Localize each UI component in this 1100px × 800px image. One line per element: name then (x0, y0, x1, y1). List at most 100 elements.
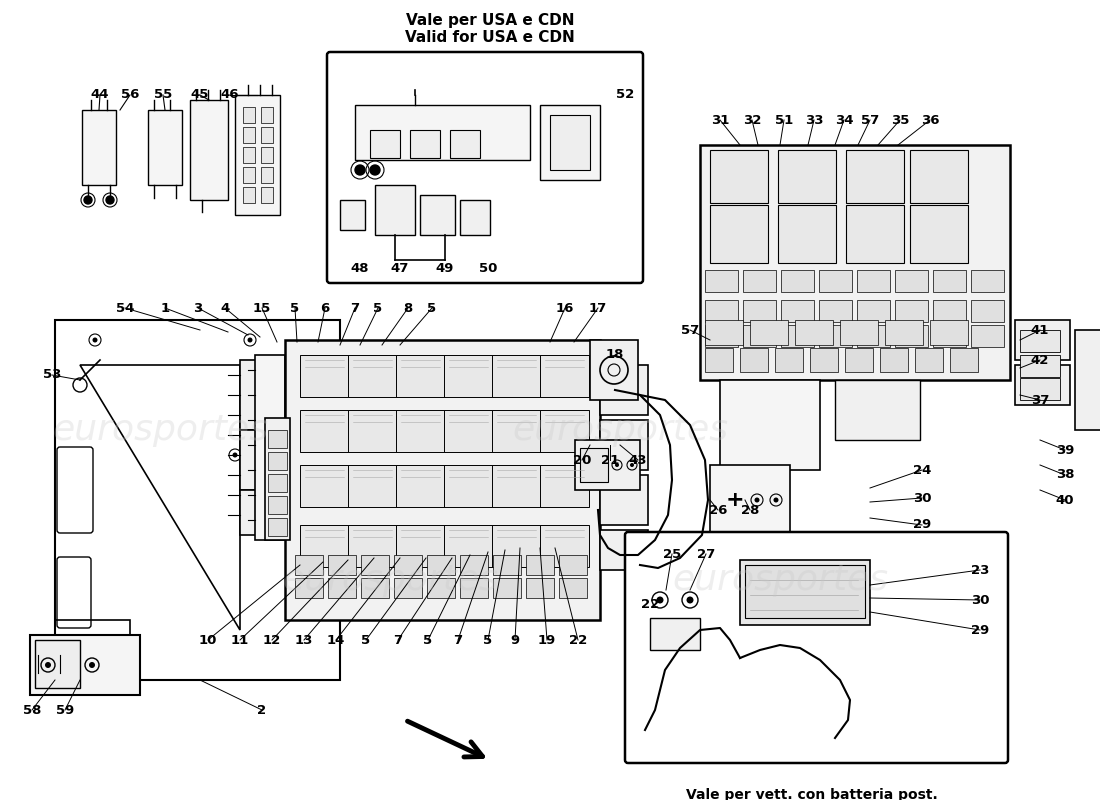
Text: 23: 23 (971, 563, 989, 577)
Bar (705, 300, 738, 322)
Bar (740, 348, 768, 372)
Text: 59: 59 (56, 703, 74, 717)
Bar (295, 555, 323, 575)
Text: 40: 40 (1056, 494, 1075, 506)
Bar (540, 105, 600, 180)
Bar (742, 325, 775, 347)
FancyBboxPatch shape (327, 52, 644, 283)
Bar (348, 355, 397, 397)
Bar (750, 320, 788, 345)
Bar (243, 187, 255, 203)
Text: 8: 8 (404, 302, 412, 314)
Bar (930, 320, 968, 345)
Text: 19: 19 (538, 634, 557, 646)
Bar (795, 320, 833, 345)
Bar (240, 360, 290, 430)
Bar (261, 107, 273, 123)
Bar (710, 150, 768, 203)
Bar (857, 270, 890, 292)
Bar (361, 578, 389, 598)
Bar (600, 365, 648, 415)
Text: 50: 50 (478, 262, 497, 274)
Bar (820, 270, 852, 292)
Bar (650, 618, 700, 650)
Text: 32: 32 (742, 114, 761, 126)
Circle shape (686, 597, 693, 603)
Bar (540, 465, 589, 507)
Circle shape (370, 165, 379, 175)
Bar (348, 525, 397, 567)
Bar (720, 380, 820, 470)
Text: Vale per USA e CDN
Valid for USA e CDN: Vale per USA e CDN Valid for USA e CDN (405, 13, 575, 45)
Bar (705, 348, 733, 372)
Text: 57: 57 (861, 114, 879, 126)
Circle shape (67, 653, 77, 663)
Text: 21: 21 (601, 454, 619, 466)
Circle shape (67, 643, 77, 653)
Bar (396, 465, 446, 507)
Bar (835, 380, 920, 440)
Bar (742, 300, 775, 322)
Text: 35: 35 (891, 114, 910, 126)
Circle shape (630, 463, 634, 467)
Bar (285, 340, 600, 620)
Text: 53: 53 (43, 369, 62, 382)
Bar (361, 555, 389, 575)
Bar (268, 430, 287, 448)
Text: 15: 15 (253, 302, 271, 314)
Bar (261, 187, 273, 203)
Bar (460, 555, 488, 575)
Circle shape (355, 165, 365, 175)
Bar (710, 465, 790, 535)
Bar (845, 348, 873, 372)
Bar (820, 300, 852, 322)
Bar (265, 418, 290, 540)
Bar (300, 410, 349, 452)
Bar (492, 525, 541, 567)
Bar (933, 300, 966, 322)
Bar (1015, 365, 1070, 405)
Bar (933, 325, 966, 347)
Circle shape (755, 498, 759, 502)
Text: 46: 46 (221, 89, 240, 102)
Bar (261, 167, 273, 183)
Bar (857, 300, 890, 322)
Bar (243, 167, 255, 183)
Bar (410, 130, 440, 158)
Bar (781, 270, 814, 292)
Bar (600, 420, 648, 470)
Text: 36: 36 (921, 114, 939, 126)
Text: 52: 52 (616, 89, 634, 102)
Bar (742, 270, 775, 292)
Bar (394, 578, 422, 598)
Bar (559, 555, 587, 575)
Text: 9: 9 (510, 634, 519, 646)
Bar (846, 205, 904, 263)
Text: 22: 22 (569, 634, 587, 646)
Text: 48: 48 (351, 262, 370, 274)
Text: 55: 55 (154, 89, 172, 102)
Bar (580, 448, 608, 482)
Text: 7: 7 (453, 634, 463, 646)
Bar (1015, 320, 1070, 360)
Text: 54: 54 (116, 302, 134, 314)
Text: 44: 44 (90, 89, 109, 102)
Bar (348, 465, 397, 507)
Text: 41: 41 (1031, 323, 1049, 337)
Text: 1: 1 (161, 302, 169, 314)
Bar (375, 185, 415, 235)
Bar (915, 348, 943, 372)
Text: 22: 22 (641, 598, 659, 611)
Bar (886, 320, 923, 345)
Bar (243, 107, 255, 123)
Bar (370, 130, 400, 158)
Bar (340, 200, 365, 230)
Text: 45: 45 (190, 89, 209, 102)
Bar (450, 130, 480, 158)
Bar (82, 110, 116, 185)
Bar (355, 105, 530, 160)
Bar (1020, 330, 1060, 352)
Bar (1020, 378, 1060, 400)
Text: 30: 30 (913, 491, 932, 505)
Bar (778, 205, 836, 263)
